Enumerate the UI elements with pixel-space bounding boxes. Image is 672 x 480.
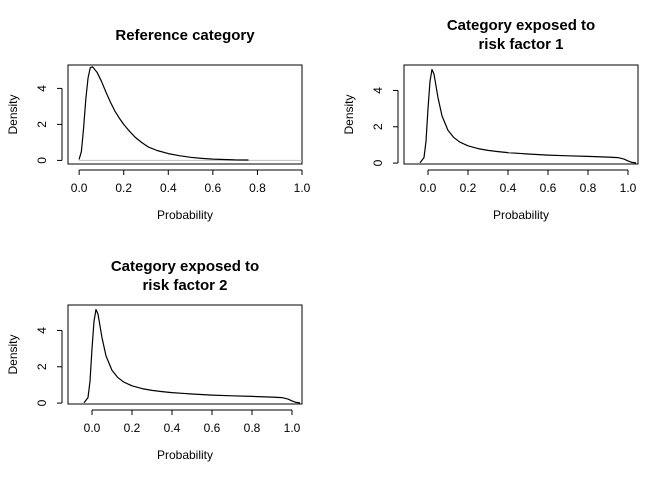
x-tick-label: 0.6 bbox=[540, 181, 557, 195]
y-axis-label: Density bbox=[342, 94, 356, 134]
chart-title: Reference category bbox=[115, 27, 255, 44]
y-tick-label: 2 bbox=[371, 123, 385, 130]
x-tick-label: 1.0 bbox=[284, 421, 301, 435]
plot-frame bbox=[67, 304, 303, 405]
x-axis-label: Probability bbox=[493, 208, 549, 222]
x-axis-label: Probability bbox=[157, 448, 213, 462]
x-tick-label: 0.8 bbox=[244, 421, 261, 435]
y-tick-label: 4 bbox=[35, 85, 49, 92]
density-curve bbox=[78, 66, 249, 161]
y-tick-label: 4 bbox=[371, 87, 385, 94]
density-curve bbox=[419, 68, 637, 164]
chart-title: risk factor 2 bbox=[142, 277, 227, 294]
density-curve bbox=[83, 308, 301, 404]
plot-frame bbox=[67, 64, 303, 165]
x-tick-label: 1.0 bbox=[294, 181, 311, 195]
chart-title: Category exposed to bbox=[447, 17, 595, 34]
chart-panel-2: Category exposed to risk factor 1 0.0 0.2 0.… bbox=[342, 17, 639, 222]
x-tick-label: 0.0 bbox=[84, 421, 101, 435]
chart-title: risk factor 1 bbox=[478, 36, 563, 53]
x-tick-label: 0.0 bbox=[71, 181, 88, 195]
x-tick-label: 0.8 bbox=[249, 181, 266, 195]
x-tick-label: 0.0 bbox=[420, 181, 437, 195]
x-tick-label: 0.6 bbox=[205, 181, 222, 195]
chart-panel-3: Category exposed to risk factor 2 0.0 0.2 0.… bbox=[6, 258, 303, 462]
y-tick-label: 2 bbox=[35, 363, 49, 370]
x-tick-label: 0.4 bbox=[164, 421, 181, 435]
y-axis-label: Density bbox=[6, 94, 20, 134]
x-tick-label: 0.4 bbox=[500, 181, 517, 195]
x-tick-label: 0.2 bbox=[460, 181, 477, 195]
plot-frame bbox=[403, 64, 639, 165]
chart-title: Category exposed to bbox=[111, 258, 259, 275]
y-tick-label: 0 bbox=[35, 157, 49, 164]
y-tick-label: 2 bbox=[35, 121, 49, 128]
x-tick-label: 0.2 bbox=[124, 421, 141, 435]
y-tick-label: 0 bbox=[35, 399, 49, 406]
x-tick-label: 0.8 bbox=[580, 181, 597, 195]
y-tick-label: 4 bbox=[35, 327, 49, 334]
y-tick-label: 0 bbox=[371, 159, 385, 166]
x-tick-label: 0.2 bbox=[115, 181, 132, 195]
chart-panel-1: Reference category 0.0 0.2 0.4 0.6 0.8 1.0 Prob… bbox=[6, 27, 311, 222]
x-tick-label: 0.4 bbox=[160, 181, 177, 195]
y-axis-label: Density bbox=[6, 334, 20, 374]
x-axis-label: Probability bbox=[157, 208, 213, 222]
x-tick-label: 1.0 bbox=[620, 181, 637, 195]
x-tick-label: 0.6 bbox=[204, 421, 221, 435]
